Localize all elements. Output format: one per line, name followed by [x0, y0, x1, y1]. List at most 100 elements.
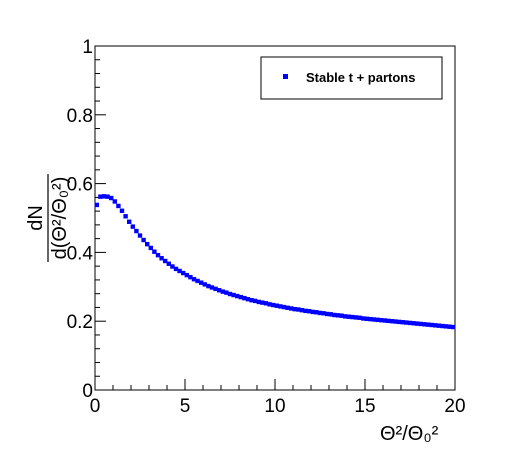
data-point — [188, 274, 193, 280]
data-point — [173, 266, 179, 272]
data-point — [393, 319, 398, 324]
data-point — [368, 316, 373, 322]
y-tick-label: 1 — [82, 37, 93, 58]
data-point — [379, 317, 384, 323]
legend: Stable t + partons — [260, 56, 443, 100]
legend-box — [260, 56, 443, 100]
y-tick-label: 0.6 — [67, 175, 93, 196]
data-point — [217, 288, 222, 293]
x-axis-title: Θ²/Θ₀² — [380, 423, 439, 445]
data-point — [148, 245, 153, 251]
data-point — [170, 264, 175, 269]
y-tick-label: 0 — [82, 381, 93, 402]
data-point — [440, 323, 445, 329]
data-point — [134, 228, 139, 234]
data-point — [141, 237, 146, 243]
data-point — [361, 316, 366, 321]
axis-ticks — [94, 45, 456, 391]
data-point — [220, 289, 225, 294]
data-point — [429, 322, 434, 328]
x-tick-label: 5 — [180, 396, 191, 417]
data-point — [436, 323, 441, 328]
data-point — [364, 316, 369, 321]
data-point — [350, 314, 355, 320]
y-tick-label: 0.8 — [67, 106, 93, 127]
data-point — [371, 317, 377, 322]
data-point — [260, 300, 265, 305]
data-point — [407, 320, 413, 326]
data-point — [199, 280, 204, 285]
legend-label: Stable t + partons — [306, 70, 415, 85]
data-point — [425, 322, 431, 327]
y-tick-label: 0.4 — [67, 243, 94, 264]
data-point — [335, 313, 341, 318]
data-point — [346, 314, 351, 319]
y-axis-title: dN d(Θ²/Θ₀²) — [25, 174, 71, 262]
data-point — [397, 319, 402, 325]
data-point — [411, 321, 416, 326]
data-point — [281, 304, 287, 310]
data-point — [328, 312, 333, 317]
data-point — [109, 195, 114, 201]
data-point — [159, 256, 164, 261]
data-point — [235, 293, 240, 299]
x-tick-label: 15 — [354, 396, 375, 417]
data-point — [418, 321, 423, 327]
data-point — [263, 301, 269, 306]
data-point — [307, 309, 312, 314]
y-axis-title-denominator: d(Θ²/Θ₀²) — [49, 177, 71, 260]
data-point — [400, 320, 405, 325]
data-point — [256, 299, 261, 305]
data-point — [267, 302, 272, 307]
data-point — [317, 310, 323, 316]
data-point — [206, 283, 211, 289]
data-point — [116, 203, 121, 209]
data-point — [415, 321, 420, 326]
data-point — [112, 199, 117, 204]
data-point — [451, 324, 456, 330]
data-point — [278, 304, 283, 309]
data-point — [123, 214, 128, 219]
data-point — [339, 313, 344, 318]
data-point — [343, 314, 348, 319]
data-point — [177, 268, 182, 274]
data-point — [224, 290, 229, 295]
legend-marker — [283, 74, 288, 79]
data-point — [119, 208, 125, 213]
data-point — [321, 311, 326, 316]
data-point — [145, 241, 150, 247]
data-point — [166, 261, 171, 266]
y-axis-title-numerator: dN — [25, 205, 47, 231]
data-point — [314, 310, 319, 315]
data-point — [289, 306, 294, 311]
data-point — [375, 317, 380, 323]
data-point — [195, 278, 200, 284]
data-point — [447, 324, 452, 329]
data-point — [292, 306, 297, 312]
x-tick-label: 0 — [90, 396, 101, 417]
data-point — [404, 320, 409, 325]
data-point — [357, 315, 362, 320]
data-point — [296, 307, 301, 312]
data-point — [249, 298, 254, 303]
data-point — [353, 315, 359, 320]
data-point — [310, 309, 315, 315]
data-point — [209, 285, 215, 290]
data-point — [231, 292, 236, 298]
data-points — [94, 194, 456, 330]
data-point — [184, 272, 189, 278]
data-point — [271, 302, 276, 308]
y-tick-label: 0.2 — [67, 312, 93, 333]
data-point — [213, 286, 218, 292]
data-point — [332, 312, 337, 318]
tick-labels: 0 5 10 15 20 0 0.2 0.4 0.6 0.8 1 — [67, 37, 466, 417]
data-point — [130, 224, 135, 229]
data-point — [422, 322, 427, 327]
data-point — [253, 298, 258, 304]
data-point — [382, 318, 387, 323]
data-point — [137, 233, 143, 238]
data-point — [433, 323, 438, 328]
data-point — [443, 324, 449, 329]
data-point — [152, 249, 157, 254]
data-point — [127, 219, 132, 224]
